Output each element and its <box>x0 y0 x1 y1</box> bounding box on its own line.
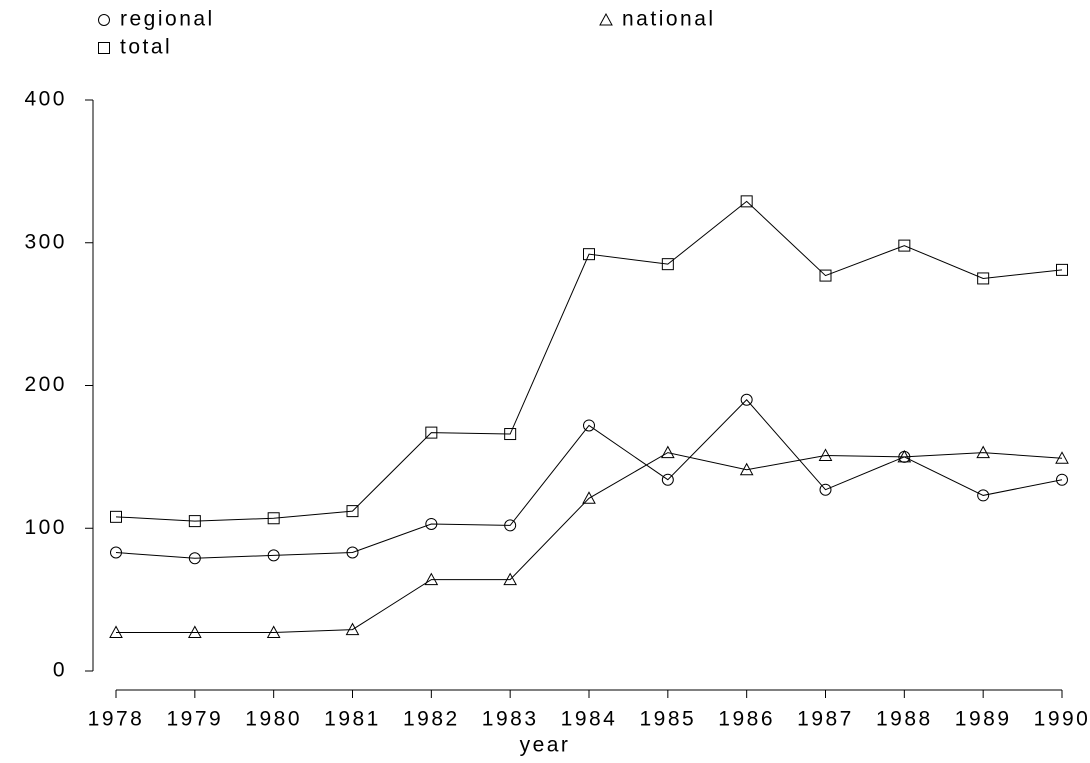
data-point <box>583 248 595 261</box>
x-tick-label: 1986 <box>718 708 775 731</box>
data-point <box>661 473 674 486</box>
legend-marker <box>98 42 110 54</box>
legend-label: regional <box>120 8 215 31</box>
x-tick-label: 1990 <box>1034 708 1090 731</box>
x-tick-label: 1979 <box>166 708 223 731</box>
data-point <box>1056 263 1068 276</box>
data-point <box>267 549 280 562</box>
data-point <box>188 515 201 528</box>
x-tick-label: 1984 <box>561 708 618 731</box>
y-tick-label: 200 <box>24 373 67 396</box>
data-point <box>1056 473 1068 486</box>
data-point <box>503 572 518 586</box>
data-point <box>109 625 123 638</box>
y-tick-label: 100 <box>24 516 67 539</box>
x-tick-label: 1987 <box>797 708 854 731</box>
data-point <box>504 428 517 441</box>
data-point <box>425 517 438 530</box>
x-tick-label: 1989 <box>955 708 1012 731</box>
series-line <box>115 200 1063 522</box>
legend-label: total <box>120 36 172 59</box>
legend-marker <box>599 12 613 26</box>
data-point <box>977 272 990 285</box>
series-line <box>115 399 1063 559</box>
legend-marker <box>98 14 110 26</box>
data-point <box>266 625 281 638</box>
y-tick-label: 0 <box>53 659 67 682</box>
data-point <box>819 483 832 496</box>
data-point <box>110 546 122 559</box>
x-tick-label: 1988 <box>876 708 933 731</box>
data-point <box>819 269 832 282</box>
x-tick-label: 1985 <box>639 708 696 731</box>
data-point <box>267 512 280 525</box>
y-tick-label: 300 <box>24 230 67 253</box>
data-point <box>187 625 202 638</box>
data-point <box>346 546 359 559</box>
data-point <box>582 491 596 504</box>
data-point <box>188 552 201 565</box>
data-point <box>897 449 912 463</box>
data-point <box>661 258 674 271</box>
x-tick-label: 1980 <box>245 708 302 731</box>
data-point <box>424 572 439 586</box>
data-point <box>740 393 753 406</box>
data-point <box>740 195 753 208</box>
data-point <box>425 426 438 439</box>
x-tick-label: 1982 <box>403 708 460 731</box>
y-tick-label: 400 <box>24 88 67 111</box>
data-point <box>976 445 991 459</box>
data-point <box>898 239 911 252</box>
data-point <box>110 510 122 523</box>
data-point <box>583 419 595 432</box>
series-line <box>116 452 1063 633</box>
x-tick-label: 1978 <box>88 708 145 731</box>
data-point <box>818 448 833 461</box>
data-point <box>660 445 675 459</box>
x-tick-label: 1983 <box>482 708 539 731</box>
x-axis-label: year <box>520 734 571 757</box>
data-point <box>977 489 990 502</box>
legend-label: national <box>622 8 716 31</box>
data-point <box>504 519 517 532</box>
data-point <box>346 505 359 518</box>
data-point <box>345 622 360 636</box>
data-point <box>1055 451 1069 464</box>
x-tick-label: 1981 <box>324 708 381 731</box>
data-point <box>739 462 754 476</box>
